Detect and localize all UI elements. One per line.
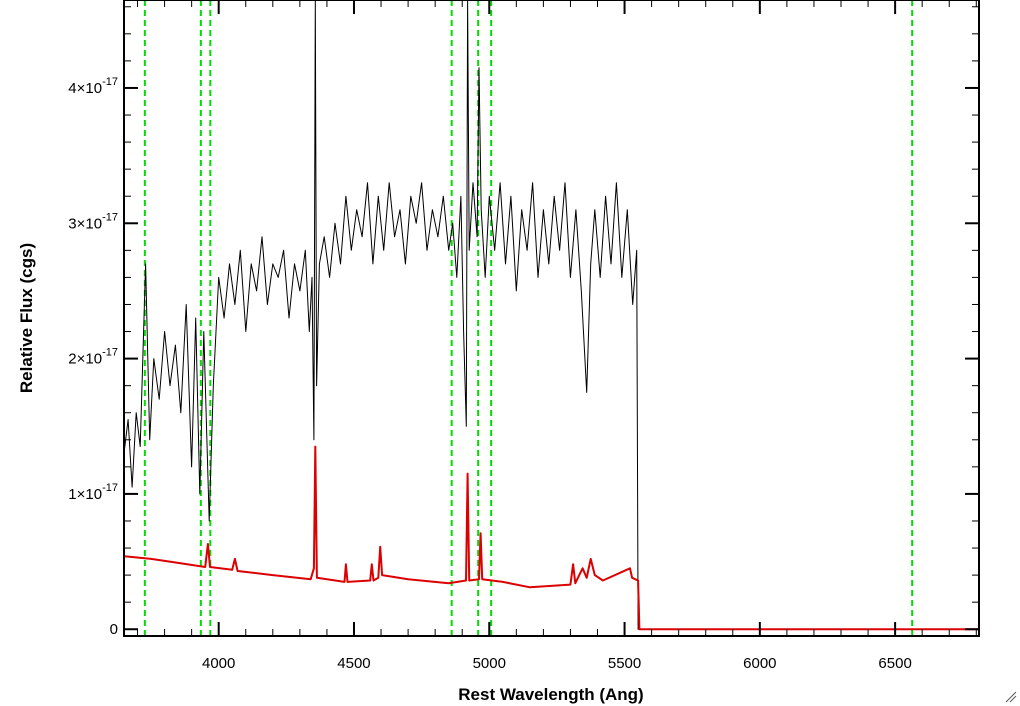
x-axis-label: Rest Wavelength (Ang) bbox=[458, 685, 643, 704]
axis-ticks bbox=[124, 0, 979, 636]
x-tick-label-2: 5000 bbox=[473, 655, 506, 672]
plot-frame bbox=[123, 0, 980, 637]
y-tick-label-0: 0 bbox=[110, 621, 118, 638]
resize-grip-icon[interactable] bbox=[1005, 691, 1017, 703]
vertical-reference-lines bbox=[143, 0, 914, 636]
y-tick-label-1: 1×10-17 bbox=[68, 482, 118, 503]
series-line-1 bbox=[123, 445, 979, 631]
y-axis-label: Relative Flux (cgs) bbox=[17, 243, 36, 393]
x-tick-labels: 4000 4500 5000 5500 6000 6500 bbox=[202, 655, 912, 672]
x-tick-label-3: 5500 bbox=[608, 655, 641, 672]
series-group bbox=[123, 0, 979, 631]
x-tick-label-5: 6500 bbox=[878, 655, 911, 672]
x-tick-label-4: 6000 bbox=[743, 655, 776, 672]
y-tick-label-3: 3×10-17 bbox=[68, 211, 118, 232]
y-tick-labels: 0 1×10-17 2×10-17 3×10-17 4×10-17 bbox=[68, 76, 118, 638]
series-line-0 bbox=[123, 0, 979, 630]
x-tick-label-0: 4000 bbox=[202, 655, 235, 672]
y-tick-label-2: 2×10-17 bbox=[68, 347, 118, 368]
x-tick-label-1: 4500 bbox=[337, 655, 370, 672]
y-tick-label-4: 4×10-17 bbox=[68, 76, 118, 97]
